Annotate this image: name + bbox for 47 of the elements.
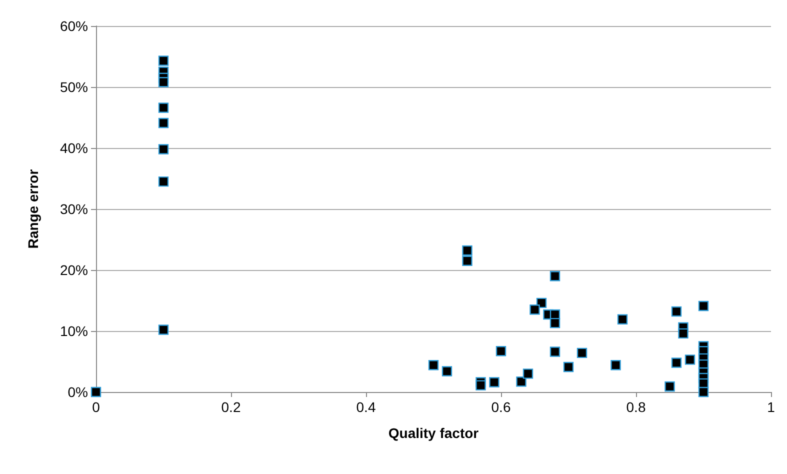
point (158, 176, 169, 187)
y-tick-label: 60% (60, 18, 88, 34)
x-tick-label: 0.6 (491, 399, 511, 415)
x-axis-title: Quality factor (388, 425, 480, 441)
point (442, 366, 452, 376)
point (550, 318, 560, 328)
point (158, 56, 169, 66)
point (563, 362, 574, 372)
point (576, 348, 588, 358)
y-tick-label: 50% (60, 79, 88, 95)
point (617, 314, 628, 325)
point (550, 271, 560, 282)
y-axis-title: Range error (25, 168, 41, 249)
point (610, 360, 621, 370)
point (664, 381, 675, 392)
point (462, 245, 472, 256)
point (671, 306, 682, 317)
point (428, 360, 439, 370)
point (90, 386, 102, 398)
x-tick-label: 0.2 (221, 399, 241, 415)
x-tick-label: 0.8 (626, 399, 646, 415)
point (698, 386, 709, 398)
point (522, 368, 534, 379)
y-tick-label: 0% (68, 384, 88, 400)
point (158, 324, 169, 335)
point (158, 77, 169, 88)
point (462, 256, 472, 266)
point (550, 346, 560, 357)
point (530, 304, 540, 315)
point (678, 328, 688, 339)
point (158, 102, 169, 113)
y-tick-label: 40% (60, 140, 88, 156)
point (158, 144, 169, 154)
x-tick-label: 0.4 (356, 399, 376, 415)
y-tick-label: 20% (60, 262, 88, 278)
point (684, 354, 696, 365)
point (671, 358, 682, 368)
x-tick-label: 1 (767, 399, 776, 415)
point (476, 380, 486, 390)
point (489, 377, 500, 388)
point (496, 346, 506, 356)
y-tick-label: 10% (60, 323, 88, 339)
point (158, 118, 169, 128)
point (516, 376, 526, 387)
y-tick-label: 30% (60, 201, 88, 217)
point (698, 300, 709, 312)
x-tick-label: 0 (92, 399, 100, 415)
